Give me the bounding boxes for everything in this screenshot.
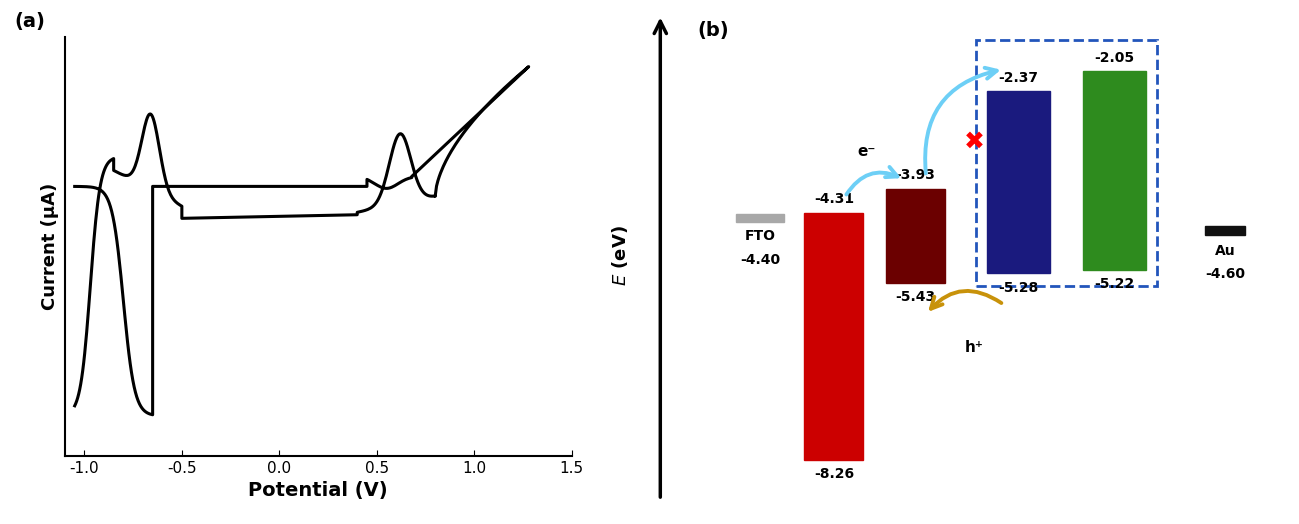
- Text: $E$ (eV): $E$ (eV): [609, 225, 630, 286]
- Text: -5.22: -5.22: [1094, 277, 1134, 291]
- Y-axis label: Current (μA): Current (μA): [42, 183, 60, 310]
- Text: Au: Au: [1215, 245, 1235, 258]
- Bar: [886, 189, 944, 282]
- Text: -3.93: -3.93: [895, 169, 935, 182]
- Text: -5.43: -5.43: [895, 290, 935, 304]
- Text: -2.37: -2.37: [999, 71, 1038, 85]
- Text: h⁺: h⁺: [965, 340, 983, 355]
- Text: CH₃NH₃PbI₃: CH₃NH₃PbI₃: [908, 193, 921, 278]
- Text: -4.31: -4.31: [813, 192, 853, 206]
- X-axis label: Potential (V): Potential (V): [248, 482, 388, 500]
- Text: Spiro-OMeTAD: Spiro-OMeTAD: [1108, 114, 1121, 226]
- Bar: [976, 40, 1157, 286]
- Text: (a): (a): [14, 12, 45, 30]
- Bar: [1205, 226, 1246, 235]
- Bar: [1083, 71, 1146, 269]
- Text: (b): (b): [698, 21, 729, 40]
- Text: -2.05: -2.05: [1094, 51, 1134, 65]
- Bar: [804, 213, 864, 460]
- Text: FTO: FTO: [744, 230, 776, 244]
- Bar: [737, 214, 785, 222]
- Text: SnO₂: SnO₂: [825, 313, 843, 359]
- Text: -5.28: -5.28: [999, 281, 1038, 295]
- Text: -8.26: -8.26: [813, 467, 853, 482]
- Text: e⁻: e⁻: [857, 144, 877, 159]
- Text: -4.60: -4.60: [1205, 267, 1246, 281]
- Text: SDF-OMeTAD: SDF-OMeTAD: [1012, 131, 1025, 233]
- Bar: [987, 91, 1050, 274]
- Text: ✖: ✖: [964, 130, 985, 154]
- Text: -4.40: -4.40: [740, 253, 779, 267]
